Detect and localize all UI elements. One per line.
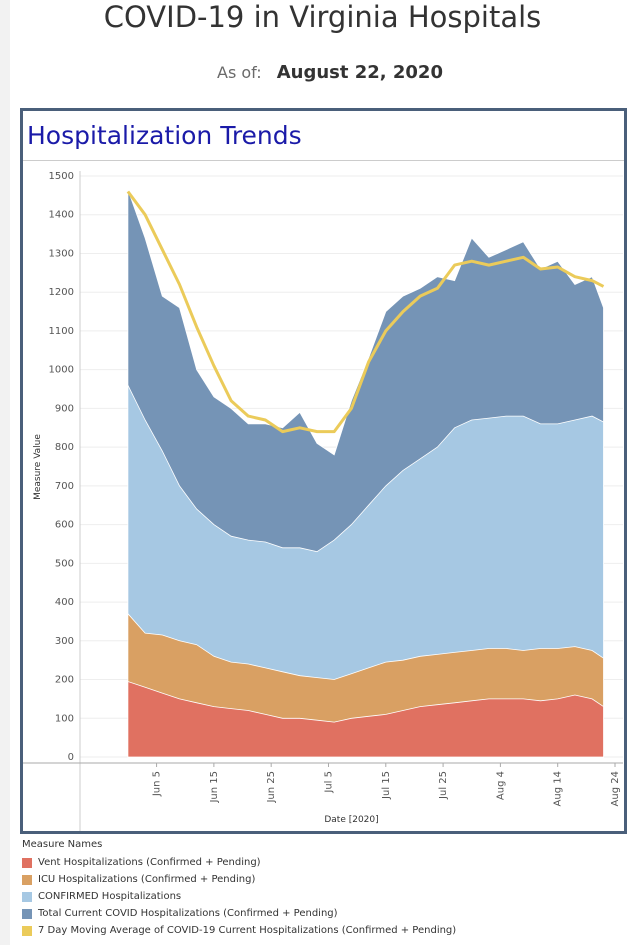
legend-title: Measure Names	[22, 839, 103, 850]
legend-swatch-moving-average	[22, 925, 32, 936]
left-strip	[0, 0, 10, 945]
y-tick-label: 700	[55, 481, 74, 492]
y-tick-label: 100	[55, 713, 74, 724]
page-title: COVID-19 in Virginia Hospitals	[103, 0, 542, 34]
x-tick-label: Jul 25	[438, 771, 449, 800]
legend-swatch-vent	[22, 857, 32, 868]
y-tick-label: 400	[55, 597, 74, 608]
x-tick-label: Jun 5	[152, 771, 163, 797]
y-tick-label: 800	[55, 442, 74, 453]
x-tick-label: Jul 15	[381, 771, 392, 800]
y-tick-label: 0	[68, 752, 74, 763]
legend-item-total[interactable]: Total Current COVID Hospitalizations (Co…	[22, 905, 456, 922]
legend-item-icu[interactable]: ICU Hospitalizations (Confirmed + Pendin…	[22, 871, 456, 888]
line-moving-average	[126, 190, 605, 434]
as-of-label: As of:	[217, 63, 262, 82]
legend-label-icu: ICU Hospitalizations (Confirmed + Pendin…	[38, 874, 256, 885]
legend-label-total: Total Current COVID Hospitalizations (Co…	[38, 908, 338, 919]
panel-title: Hospitalization Trends	[27, 121, 302, 150]
y-tick-label: 1200	[49, 287, 74, 298]
legend-item-moving-average[interactable]: 7 Day Moving Average of COVID-19 Current…	[22, 922, 456, 939]
y-tick-label: 500	[55, 558, 74, 569]
chart-panel: Hospitalization Trends 0 100 200 300 400 500 6…	[20, 108, 627, 834]
legend: Measure Names Vent Hospitalizations (Con…	[22, 839, 456, 939]
x-tick-label: Aug 24	[610, 771, 621, 806]
y-tick-label: 1500	[49, 171, 74, 182]
x-tick-label: Jul 5	[323, 771, 334, 794]
x-tick-label: Jun 25	[266, 771, 277, 804]
as-of-date: August 22, 2020	[276, 62, 443, 83]
x-tick-label: Aug 4	[495, 771, 506, 800]
as-of-line: As of: August 22, 2020	[0, 62, 637, 83]
x-tick-label: Jun 15	[209, 771, 220, 804]
y-tick-label: 1300	[49, 248, 74, 259]
hospitalization-chart: 0 100 200 300 400 500 600 700 800 900 1000 1100 1200…	[23, 171, 623, 831]
legend-swatch-confirmed	[22, 891, 32, 902]
legend-swatch-icu	[22, 874, 32, 885]
legend-label-confirmed: CONFIRMED Hospitalizations	[38, 891, 182, 902]
y-tick-label: 1000	[49, 365, 74, 376]
x-tick-label: Aug 14	[553, 771, 564, 806]
y-tick-label: 600	[55, 520, 74, 531]
legend-item-vent[interactable]: Vent Hospitalizations (Confirmed + Pendi…	[22, 854, 456, 871]
y-tick-label: 900	[55, 403, 74, 414]
legend-item-confirmed[interactable]: CONFIRMED Hospitalizations	[22, 888, 456, 905]
legend-label-vent: Vent Hospitalizations (Confirmed + Pendi…	[38, 857, 261, 868]
panel-title-divider	[23, 160, 624, 161]
y-tick-label: 200	[55, 675, 74, 686]
y-tick-label: 1100	[49, 326, 74, 337]
y-axis-title: Measure Value	[33, 434, 43, 500]
legend-swatch-total	[22, 908, 32, 919]
area-vent	[127, 680, 604, 758]
y-tick-label: 1400	[49, 210, 74, 221]
legend-label-moving-average: 7 Day Moving Average of COVID-19 Current…	[38, 925, 457, 936]
y-tick-label: 300	[55, 636, 74, 647]
x-axis-title: Date [2020]	[324, 815, 378, 825]
